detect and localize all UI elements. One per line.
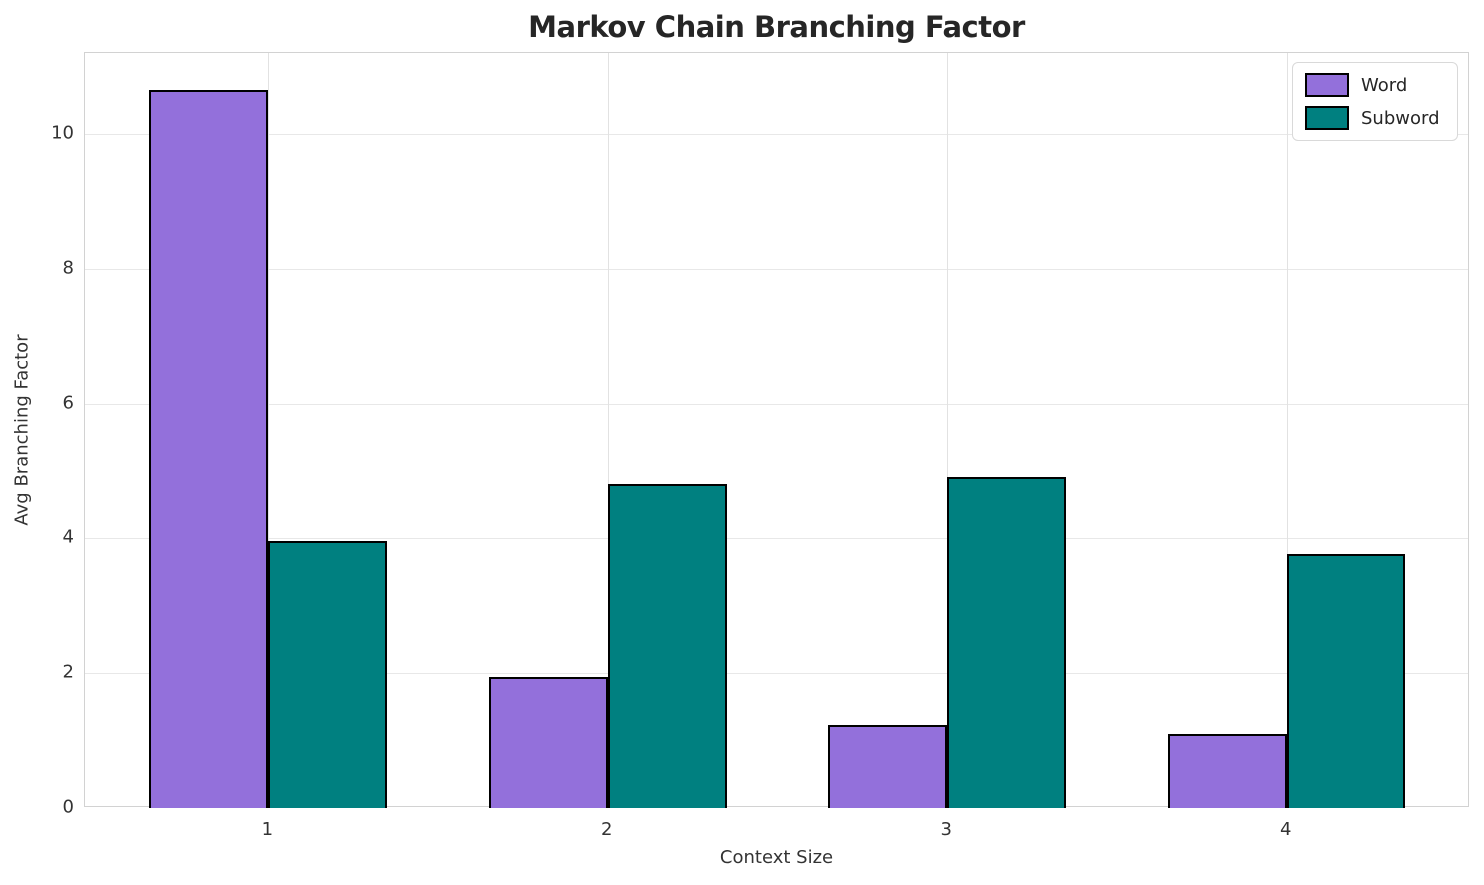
x-tick-label: 3	[940, 819, 952, 840]
y-tick-label: 10	[51, 122, 74, 144]
chart-title: Markov Chain Branching Factor	[528, 10, 1025, 44]
legend-label: Word	[1361, 74, 1408, 96]
y-tick-label: 0	[62, 796, 74, 818]
y-tick-label: 6	[62, 392, 74, 414]
bar-word-3	[828, 725, 948, 808]
legend-row: Word	[1305, 73, 1445, 97]
gridline-vertical	[607, 53, 609, 806]
y-tick-label: 8	[62, 257, 74, 279]
bar-word-4	[1167, 733, 1287, 808]
bar-word-2	[488, 676, 608, 808]
x-axis-label: Context Size	[719, 847, 834, 868]
x-tick-label: 4	[1279, 819, 1292, 840]
gridline-horizontal	[85, 403, 1468, 405]
gridline-vertical	[947, 53, 949, 806]
legend-row: Subword	[1305, 106, 1445, 130]
legend-swatch-subword	[1305, 106, 1349, 130]
bar-subword-3	[947, 477, 1067, 808]
y-axis-label: Avg Branching Factor	[11, 334, 33, 526]
bar-word-1	[149, 90, 269, 808]
y-tick-label: 4	[62, 526, 74, 548]
x-tick-label: 2	[601, 819, 613, 840]
plot-area	[84, 52, 1469, 808]
gridline-vertical	[1286, 53, 1288, 806]
gridline-horizontal	[85, 538, 1468, 540]
legend-swatch-word	[1305, 73, 1349, 97]
legend: Word Subword	[1292, 62, 1458, 141]
y-tick-label: 2	[62, 661, 74, 683]
gridline-vertical	[268, 53, 270, 806]
bar-subword-2	[607, 483, 727, 808]
gridline-horizontal	[85, 673, 1468, 675]
bar-subword-4	[1286, 553, 1406, 808]
x-tick-label: 1	[261, 819, 274, 840]
gridline-horizontal	[85, 133, 1468, 135]
bar-subword-1	[268, 541, 388, 808]
legend-label: Subword	[1361, 107, 1440, 129]
gridline-horizontal	[85, 268, 1468, 270]
